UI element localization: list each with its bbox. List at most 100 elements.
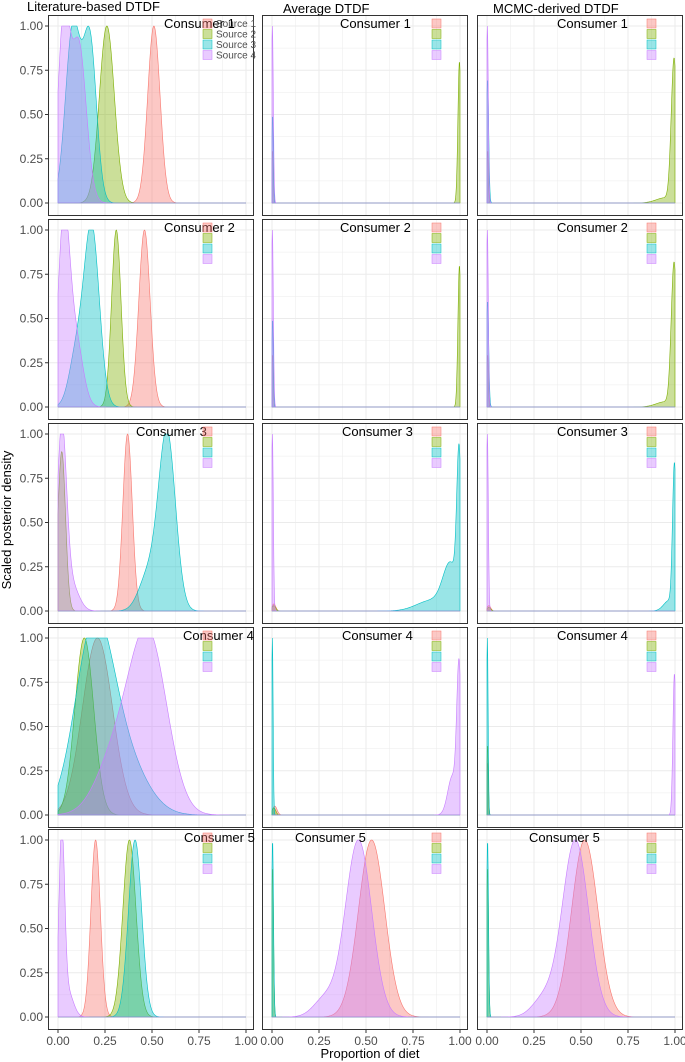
y-tick-label: 0.75 xyxy=(20,675,44,689)
x-tick-label: 0.00 xyxy=(46,1034,70,1048)
panel-background xyxy=(262,15,468,216)
legend-key-source-2 xyxy=(646,29,657,39)
legend-key-source-1 xyxy=(202,630,213,641)
panel-background xyxy=(48,829,254,1030)
column-title-mcmc: MCMC-derived DTDF xyxy=(493,1,619,16)
panel-title: Consumer 4 xyxy=(183,628,254,643)
y-tick-label: 1.00 xyxy=(20,19,44,33)
panel-background xyxy=(477,15,683,216)
legend-key-source-2 xyxy=(202,233,213,243)
legend-key-source-4 xyxy=(202,662,213,672)
x-axis-title: Proportion of diet xyxy=(320,1046,419,1061)
legend-key-source-4 xyxy=(202,864,213,874)
y-tick-label: 0.00 xyxy=(20,604,44,618)
legend-key-source-2 xyxy=(431,437,442,447)
legend-key-source-3 xyxy=(202,853,213,864)
legend-label-source-3: Source 3 xyxy=(216,40,256,51)
legend-key-source-2 xyxy=(431,843,442,853)
y-axis-title: Scaled posterior density xyxy=(0,450,14,589)
legend-key-source-1 xyxy=(431,222,442,233)
panel-r4-c3: Consumer 4 xyxy=(477,627,683,828)
legend-key-source-1 xyxy=(431,18,442,29)
legend-key-source-3 xyxy=(202,243,213,254)
legend-key-source-2 xyxy=(431,233,442,243)
x-tick-label: 1.00 xyxy=(448,1034,472,1048)
panel-title: Consumer 5 xyxy=(295,830,366,845)
legend-key-source-1 xyxy=(646,630,657,641)
legend-key-source-2 xyxy=(202,29,213,39)
x-tick-label: 1.00 xyxy=(234,1034,258,1048)
legend-key-source-3 xyxy=(431,243,442,254)
panel-background xyxy=(262,219,468,420)
y-tick-label: 0.25 xyxy=(20,764,44,778)
density-source-4 xyxy=(57,637,246,816)
x-tick-label: 0.75 xyxy=(616,1034,640,1048)
legend-key-source-4 xyxy=(431,458,442,468)
panel-frame xyxy=(48,829,254,1030)
density-source-4 xyxy=(272,839,460,1018)
panel-r3-c2: Consumer 3 xyxy=(262,423,468,624)
density-source-4 xyxy=(57,25,246,204)
y-tick-label: 1.00 xyxy=(20,427,44,441)
panel-r1-c3: Consumer 1 xyxy=(477,15,683,216)
legend-label-source-2: Source 2 xyxy=(216,30,256,41)
legend-key-source-2 xyxy=(431,29,442,39)
legend-key-source-3 xyxy=(431,651,442,662)
legend-key-source-4 xyxy=(431,864,442,874)
legend-key-source-1 xyxy=(646,18,657,29)
legend-key-source-2 xyxy=(646,641,657,651)
panel-background xyxy=(48,423,254,624)
legend-key-source-4 xyxy=(646,50,657,60)
panel-title: Consumer 1 xyxy=(164,16,235,31)
density-source-4 xyxy=(487,839,675,1018)
x-tick-label: 0.00 xyxy=(260,1034,284,1048)
legend-key-source-4 xyxy=(431,50,442,60)
x-tick-label: 0.00 xyxy=(475,1034,499,1048)
panel-r5-c2: Consumer 5 0.00 0.25 0.50 0.75 1.00 xyxy=(260,829,472,1048)
legend-key-source-3 xyxy=(202,651,213,662)
panel-title: Consumer 1 xyxy=(557,16,628,31)
legend-key-source-4 xyxy=(646,864,657,874)
legend-key-source-1 xyxy=(431,426,442,437)
y-tick-label: 0.75 xyxy=(20,63,44,77)
legend-key-source-1 xyxy=(202,426,213,437)
legend-key-source-3 xyxy=(646,853,657,864)
legend-key-source-4 xyxy=(202,50,213,60)
density-source-4 xyxy=(57,839,246,1018)
y-tick-label: 0.50 xyxy=(20,516,44,530)
legend-key-source-4 xyxy=(646,662,657,672)
x-tick-label: 0.50 xyxy=(354,1034,378,1048)
density-source-4 xyxy=(272,658,461,816)
legend-key-source-4 xyxy=(646,254,657,264)
legend-key-source-1 xyxy=(431,832,442,843)
panel-title: Consumer 5 xyxy=(529,830,600,845)
density-source-4 xyxy=(271,433,460,612)
x-tick-label: 0.50 xyxy=(569,1034,593,1048)
panel-title: Consumer 3 xyxy=(136,424,207,439)
legend-key-source-4 xyxy=(431,254,442,264)
panel-frame xyxy=(262,423,468,624)
legend-key-source-3 xyxy=(431,853,442,864)
x-tick-label: 0.25 xyxy=(307,1034,331,1048)
panel-r5-c3: Consumer 5 0.00 0.25 0.50 0.75 1.00 xyxy=(475,829,685,1048)
y-tick-label: 0.75 xyxy=(20,471,44,485)
legend-key-source-1 xyxy=(431,630,442,641)
y-tick-label: 0.25 xyxy=(20,966,44,980)
panel-title: Consumer 1 xyxy=(340,16,411,31)
legend-key-source-2 xyxy=(202,641,213,651)
panel-background xyxy=(262,627,468,828)
panel-title: Consumer 2 xyxy=(340,220,411,235)
legend-key-source-3 xyxy=(646,651,657,662)
y-tick-label: 0.00 xyxy=(20,1010,44,1024)
y-tick-label: 1.00 xyxy=(20,223,44,237)
y-tick-label: 0.50 xyxy=(20,312,44,326)
panel-r3-c1: Consumer 3 0.00 0.25 0.50 0.75 1.00 xyxy=(20,423,254,624)
legend-key-source-3 xyxy=(202,39,213,50)
panel-title: Consumer 5 xyxy=(184,830,255,845)
legend-key-source-2 xyxy=(646,843,657,853)
panel-background xyxy=(477,627,683,828)
legend-key-source-3 xyxy=(431,39,442,50)
y-tick-label: 0.25 xyxy=(20,356,44,370)
